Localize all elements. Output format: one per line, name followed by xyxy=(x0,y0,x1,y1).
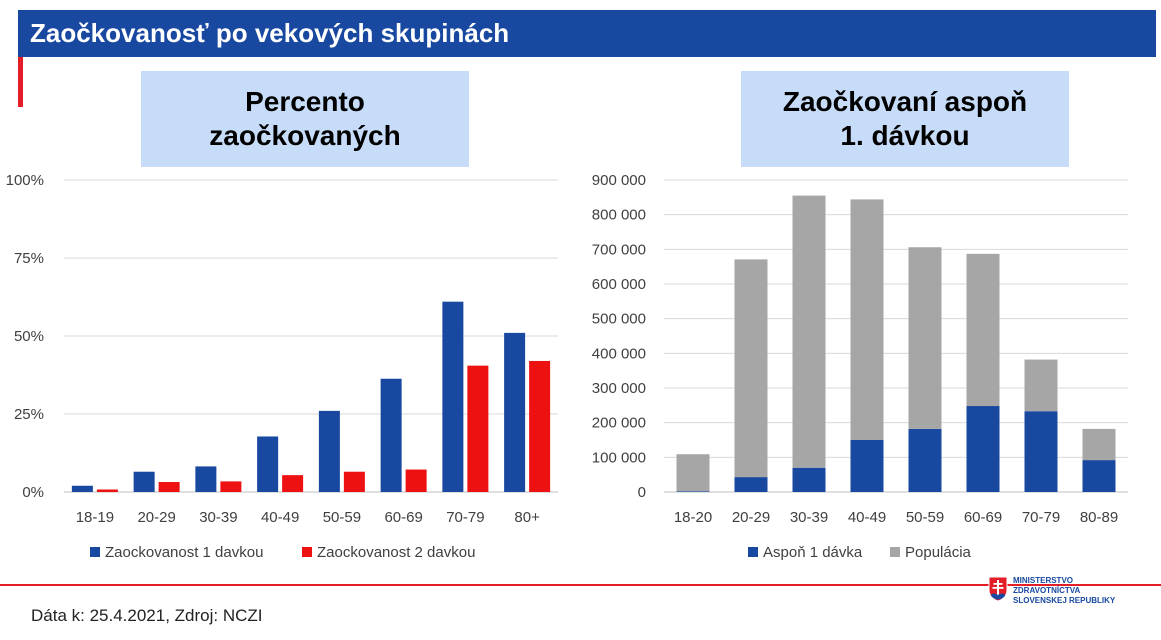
left-x-tick-label: 18-19 xyxy=(76,509,114,526)
right-bar-vaccinated xyxy=(676,491,710,492)
right-x-tick-label: 80-89 xyxy=(1080,509,1118,526)
left-bar-dose1 xyxy=(133,471,155,492)
right-legend-swatch xyxy=(748,547,758,557)
left-x-tick-label: 30-39 xyxy=(199,509,237,526)
right-bar-vaccinated xyxy=(908,428,942,492)
header-accent-stripe xyxy=(18,57,23,107)
right-bar-vaccinated xyxy=(1024,411,1058,492)
right-x-tick-label: 40-49 xyxy=(848,509,886,526)
left-bar-dose2 xyxy=(220,481,242,492)
right-legend-label: Aspoň 1 dávka xyxy=(763,544,863,561)
left-y-tick-label: 100% xyxy=(6,172,44,189)
right-y-tick-label: 100 000 xyxy=(592,449,646,466)
right-y-tick-label: 900 000 xyxy=(592,172,646,189)
left-y-tick-label: 0% xyxy=(22,484,44,501)
ministry-line-3: SLOVENSKEJ REPUBLIKY xyxy=(1013,596,1116,605)
left-bar-dose1 xyxy=(380,378,402,492)
page-title: Zaočkovanosť po vekových skupinách xyxy=(30,18,510,48)
ministry-line-1: MINISTERSTVO xyxy=(1013,576,1074,585)
right-y-tick-label: 600 000 xyxy=(592,276,646,293)
left-y-tick-label: 50% xyxy=(14,328,44,345)
right-y-tick-label: 700 000 xyxy=(592,241,646,258)
right-legend-swatch xyxy=(890,547,900,557)
left-legend-label: Zaockovanost 2 davkou xyxy=(317,544,475,561)
right-y-tick-label: 800 000 xyxy=(592,207,646,224)
right-x-tick-label: 60-69 xyxy=(964,509,1002,526)
left-bar-dose1 xyxy=(318,410,340,492)
right-bar-population xyxy=(966,253,1000,407)
left-bar-dose1 xyxy=(504,332,526,492)
left-bar-dose2 xyxy=(282,475,304,492)
right-chart-title-line-2: 1. dávkou xyxy=(840,120,970,151)
left-bar-dose2 xyxy=(529,360,551,492)
right-bar-vaccinated xyxy=(734,477,768,492)
left-x-tick-label: 50-59 xyxy=(323,509,361,526)
left-x-tick-label: 40-49 xyxy=(261,509,299,526)
left-y-tick-label: 25% xyxy=(14,406,44,423)
right-chart-title: Zaočkovaní aspoň 1. dávkou xyxy=(741,71,1069,167)
right-legend-label: Populácia xyxy=(905,544,972,561)
header-bar: Zaočkovanosť po vekových skupinách xyxy=(18,10,1156,57)
footer-rule xyxy=(0,584,1161,586)
ministry-logo: MINISTERSTVO ZDRAVOTNÍCTVA SLOVENSKEJ RE… xyxy=(988,574,1158,610)
left-y-tick-label: 75% xyxy=(14,250,44,267)
left-x-tick-label: 80+ xyxy=(514,509,540,526)
left-x-tick-label: 60-69 xyxy=(384,509,422,526)
right-bar-population xyxy=(792,195,826,468)
right-x-tick-label: 20-29 xyxy=(732,509,770,526)
right-chart-title-line-1: Zaočkovaní aspoň xyxy=(782,86,1028,117)
left-chart-title-line-1: Percento xyxy=(245,86,365,117)
left-chart-title: Percento zaočkovaných xyxy=(141,71,469,167)
right-bar-vaccinated xyxy=(1082,460,1116,492)
left-bar-dose1 xyxy=(257,436,279,492)
right-bar-population xyxy=(1082,428,1116,461)
right-x-tick-label: 70-79 xyxy=(1022,509,1060,526)
right-bar-population xyxy=(908,247,942,429)
ministry-line-2: ZDRAVOTNÍCTVA xyxy=(1013,586,1081,595)
slovak-crest-icon xyxy=(988,576,1008,602)
left-bar-dose2 xyxy=(467,365,489,492)
right-y-tick-label: 0 xyxy=(638,484,646,501)
right-bar-population xyxy=(1024,359,1058,412)
left-chart-title-line-2: zaočkovaných xyxy=(209,120,401,151)
left-bar-dose1 xyxy=(195,466,217,492)
left-bar-dose2 xyxy=(96,489,118,492)
left-legend-swatch xyxy=(302,547,312,557)
right-bar-population xyxy=(734,259,768,478)
right-bar-population xyxy=(850,199,884,440)
left-x-tick-label: 70-79 xyxy=(446,509,484,526)
left-bar-dose1 xyxy=(71,485,93,492)
right-bar-population xyxy=(676,454,710,492)
right-x-tick-label: 50-59 xyxy=(906,509,944,526)
right-x-tick-label: 30-39 xyxy=(790,509,828,526)
right-bar-vaccinated xyxy=(792,467,826,492)
right-bar-vaccinated xyxy=(850,440,884,492)
left-bar-dose2 xyxy=(343,471,365,492)
right-y-tick-label: 400 000 xyxy=(592,345,646,362)
right-y-tick-label: 200 000 xyxy=(592,415,646,432)
left-x-tick-label: 20-29 xyxy=(137,509,175,526)
right-bar-vaccinated xyxy=(966,406,1000,492)
left-legend-swatch xyxy=(90,547,100,557)
right-y-tick-label: 500 000 xyxy=(592,311,646,328)
right-y-tick-label: 300 000 xyxy=(592,380,646,397)
right-x-tick-label: 18-20 xyxy=(674,509,712,526)
data-source-note: Dáta k: 25.4.2021, Zdroj: NCZI xyxy=(31,606,263,625)
left-bar-dose1 xyxy=(442,301,464,492)
left-bar-dose2 xyxy=(405,469,427,492)
left-bar-dose2 xyxy=(158,482,180,492)
left-legend-label: Zaockovanost 1 davkou xyxy=(105,544,263,561)
